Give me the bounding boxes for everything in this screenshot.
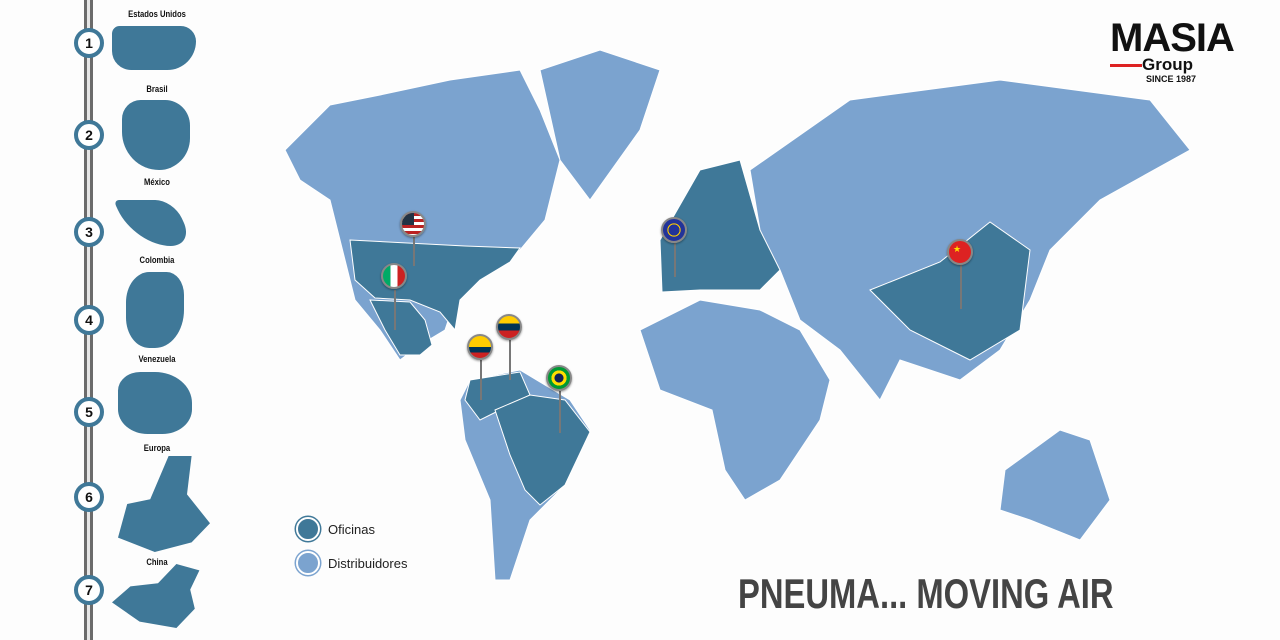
pin-stick xyxy=(674,243,676,277)
africa[interactable] xyxy=(639,299,831,501)
step-badge: 7 xyxy=(74,575,104,605)
legend-offices: Oficinas xyxy=(296,517,375,541)
colombia-shape xyxy=(126,272,184,348)
brazil-region[interactable] xyxy=(494,394,591,506)
australia[interactable] xyxy=(999,429,1111,541)
location-label: China xyxy=(146,557,168,567)
location-label: Colombia xyxy=(139,255,175,265)
pin-stick xyxy=(559,391,561,433)
step-badge: 1 xyxy=(74,28,104,58)
location-label: Venezuela xyxy=(138,354,176,364)
pin-stick xyxy=(960,265,962,309)
legend-offices-label: Oficinas xyxy=(328,521,375,537)
mexico-flag-pin[interactable] xyxy=(381,263,407,289)
step-badge: 6 xyxy=(74,482,104,512)
location-label: Europa xyxy=(143,443,171,453)
logo-red-bar xyxy=(1110,64,1142,67)
tagline: PNEUMA... MOVING AIR xyxy=(738,570,1114,617)
usa-region[interactable] xyxy=(349,239,521,332)
legend-distributors: Distribuidores xyxy=(296,551,407,575)
logo-name: MASIA xyxy=(1110,16,1235,60)
pin-stick xyxy=(413,236,415,266)
legend-distributors-label: Distribuidores xyxy=(328,555,408,571)
colombia-flag-pin[interactable] xyxy=(467,334,493,360)
brazil-flag-pin[interactable] xyxy=(546,365,572,391)
pin-stick xyxy=(480,360,482,400)
distributors-swatch xyxy=(296,551,320,575)
mexico-region[interactable] xyxy=(369,299,433,356)
logo-sub: Group xyxy=(1142,55,1193,74)
usa-flag-pin[interactable] xyxy=(400,211,426,237)
pin-stick xyxy=(394,290,396,330)
step-badge: 2 xyxy=(74,120,104,150)
step-badge: 3 xyxy=(74,217,104,247)
location-label: Brasil xyxy=(146,84,168,94)
pin-stick xyxy=(509,340,511,380)
step-badge: 5 xyxy=(74,397,104,427)
masia-logo: MASIA Group SINCE 1987 xyxy=(1110,16,1245,84)
usa-shape xyxy=(112,26,196,70)
location-label: México xyxy=(144,177,170,187)
greenland[interactable] xyxy=(539,49,661,201)
venezuela-shape xyxy=(118,372,192,434)
europe-flag-pin[interactable] xyxy=(661,217,687,243)
china-flag-pin[interactable]: ★ xyxy=(947,239,973,265)
logo-since: SINCE 1987 xyxy=(1146,74,1197,84)
step-badge: 4 xyxy=(74,305,104,335)
location-label: Estados Unidos xyxy=(128,9,186,19)
venezuela-flag-pin[interactable] xyxy=(496,314,522,340)
brazil-shape xyxy=(122,100,190,170)
offices-swatch xyxy=(296,517,320,541)
